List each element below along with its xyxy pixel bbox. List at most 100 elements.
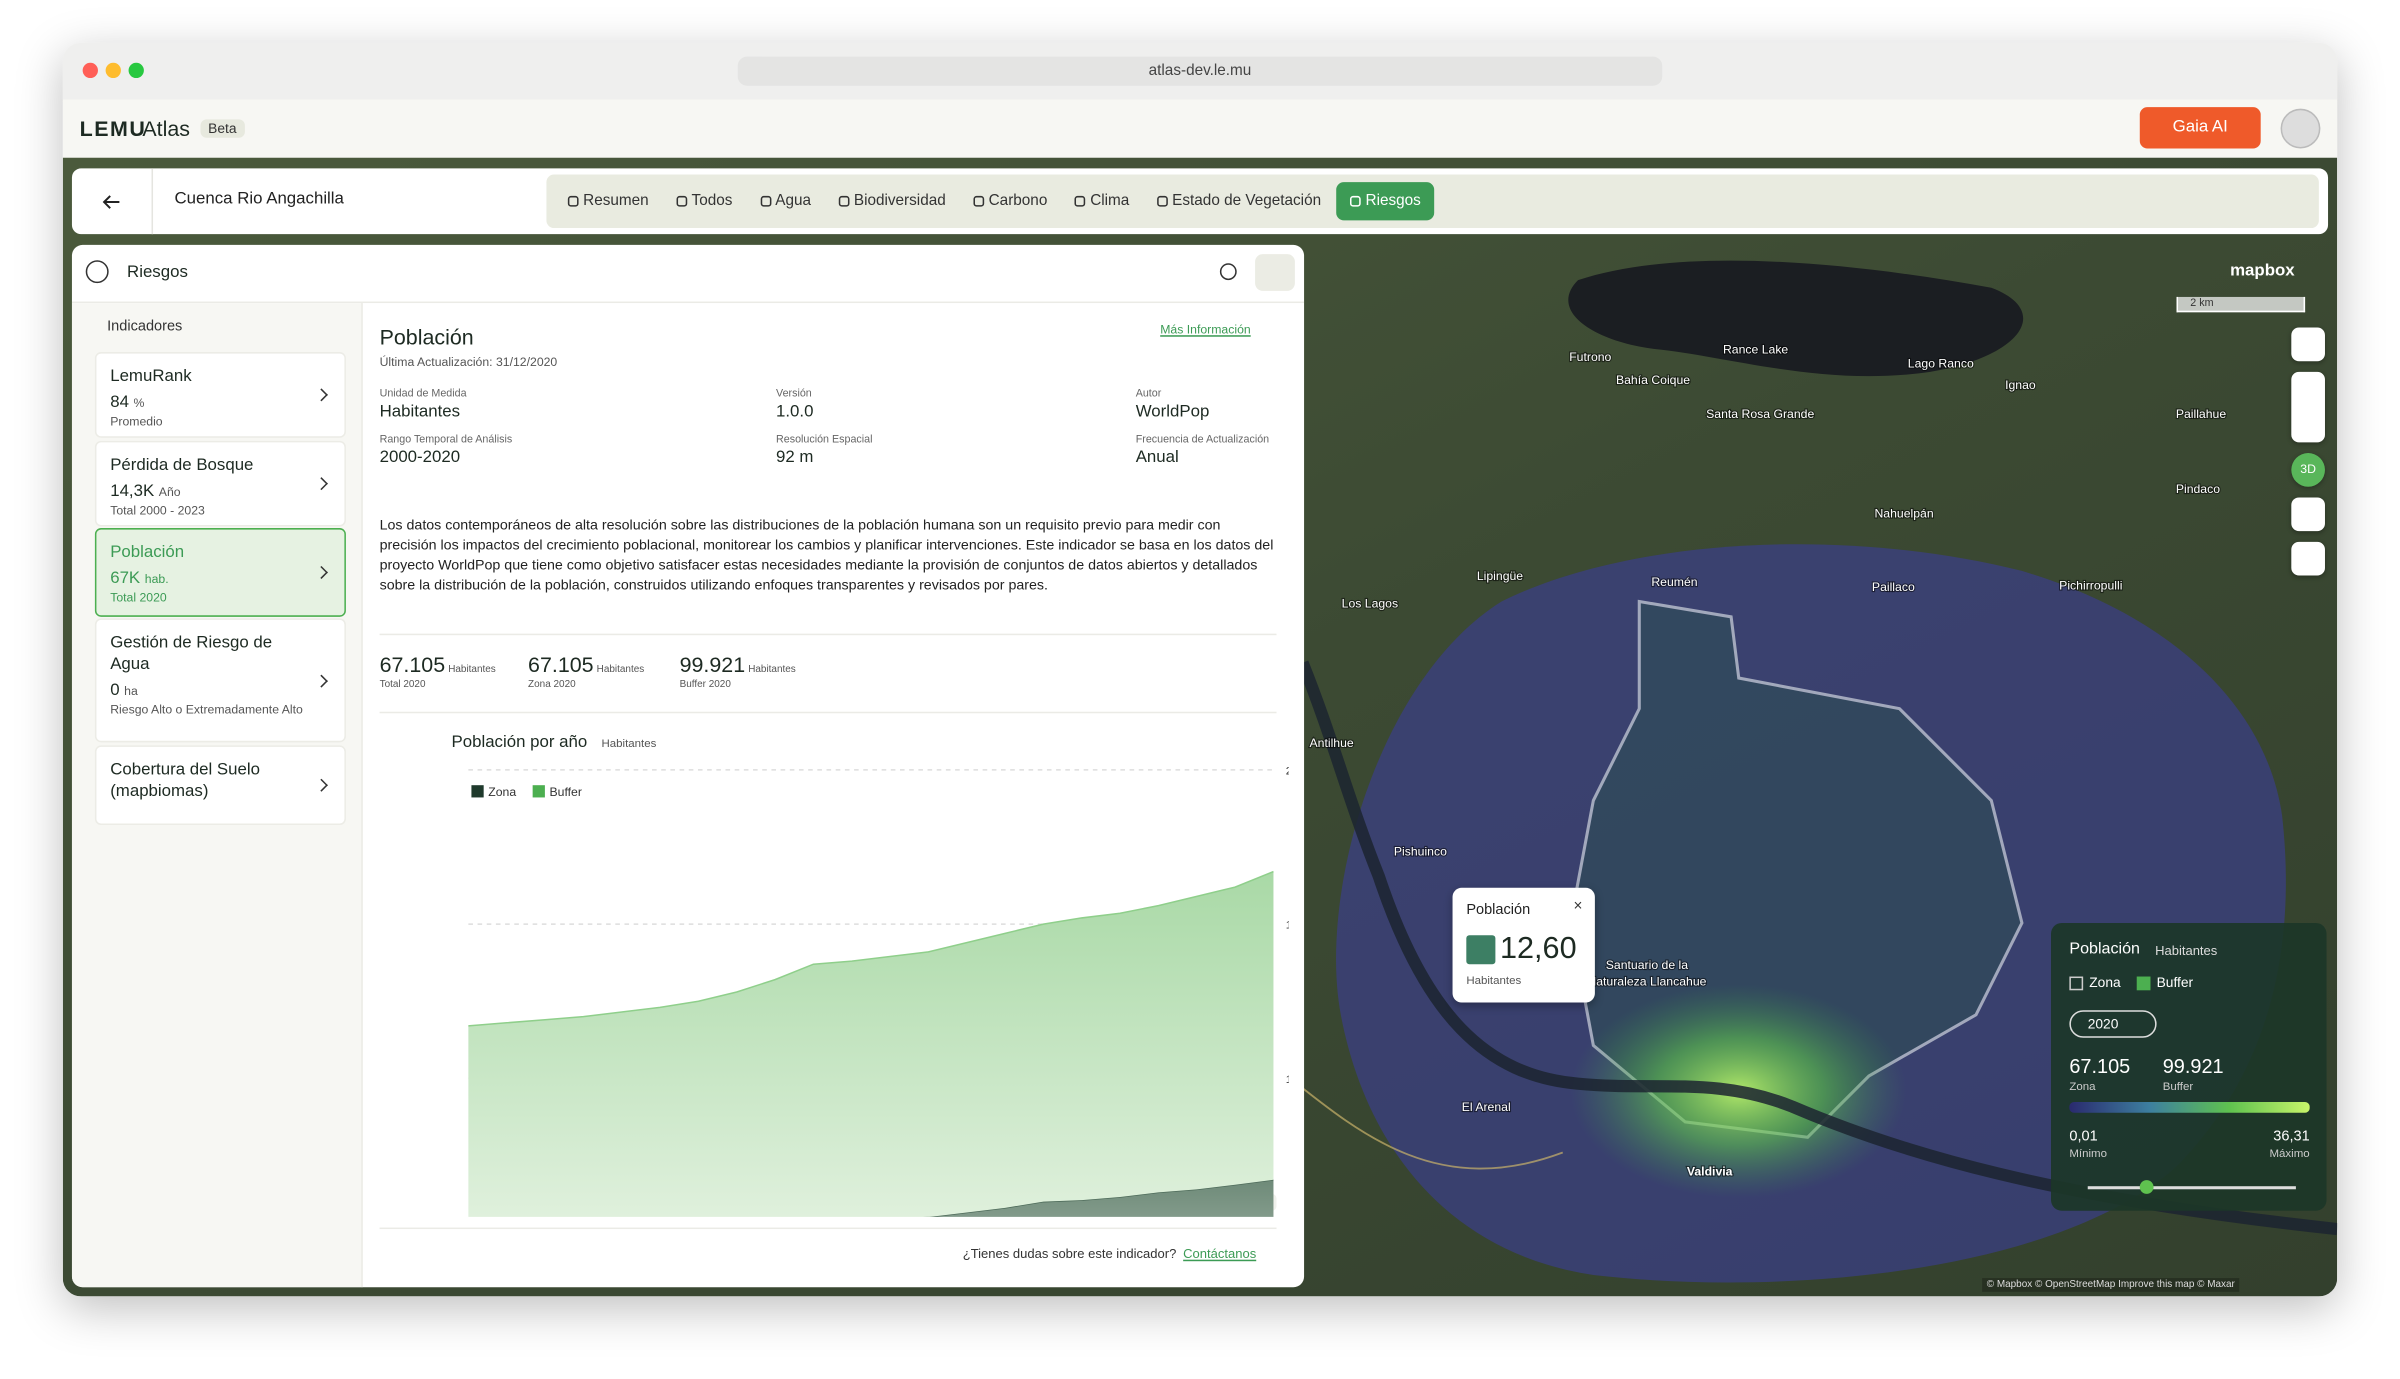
legend-label: Buffer	[549, 785, 581, 799]
stat-unit: Habitantes	[448, 664, 496, 675]
gaia-button[interactable]: Gaia AI	[2139, 107, 2261, 149]
stat: 67.105 Habitantes Total 2020	[380, 652, 496, 690]
color-ramp	[2069, 1102, 2310, 1113]
item-unit: hab.	[144, 572, 169, 587]
stat-value: 67.105	[528, 652, 594, 677]
indicator-item[interactable]: Cobertura del Suelo (mapbiomas)	[94, 745, 346, 825]
more-link[interactable]: Más Información	[1160, 322, 1251, 337]
item-name: LemuRank	[110, 367, 192, 386]
item-note: Total 2020	[110, 590, 167, 605]
legend-swatch[interactable]	[471, 785, 484, 798]
legend-buffer-label: Buffer	[2162, 1079, 2194, 1093]
item-value-row: 14,3K Año	[110, 476, 330, 504]
legend-buffer: Buffer	[2156, 974, 2194, 991]
indicator-item[interactable]: Gestión de Riesgo de Agua 0 ha Riesgo Alto …	[94, 618, 346, 743]
item-note: Total 2000 - 2023	[110, 503, 205, 518]
item-value: 14,3K	[110, 482, 155, 501]
collapse-button[interactable]	[1255, 254, 1295, 291]
meta-value: 92 m	[776, 448, 814, 467]
y-tick-label: 200.000	[1286, 765, 1289, 777]
back-icon	[102, 194, 120, 209]
tab[interactable]: Riesgos	[1336, 182, 1435, 221]
meta-label: Versión	[776, 388, 812, 400]
chevron	[314, 778, 328, 792]
legend-zona-label: Zona	[2069, 1079, 2096, 1093]
url-bar[interactable]: atlas-dev.le.mu	[737, 56, 1663, 86]
legend-swatch[interactable]	[532, 785, 545, 798]
zoom-buttons[interactable]	[2291, 371, 2325, 443]
tab[interactable]: Clima	[1063, 184, 1142, 219]
maximize[interactable]	[128, 62, 144, 79]
buffer-swatch[interactable]	[2136, 976, 2151, 991]
back-button[interactable]	[72, 168, 154, 235]
fullscreen-button[interactable]	[2291, 327, 2325, 362]
scale-bar: 2 km	[2176, 296, 2306, 313]
meta-label: Rango Temporal de Análisis	[379, 434, 513, 446]
popup-value: 12,60	[1499, 932, 1577, 966]
legend-max: 36,31	[2273, 1128, 2310, 1145]
area-line-1	[468, 870, 1274, 1027]
compass-button[interactable]	[2291, 541, 2325, 576]
logo[interactable]: LEMU	[79, 116, 147, 141]
tab[interactable]: Biodiversidad	[826, 184, 958, 219]
close[interactable]	[82, 62, 98, 79]
y-tick-label: 150.000	[1286, 920, 1289, 932]
browser-window: atlas-dev.le.mu LEMU Atlas Beta Gaia AI …	[62, 42, 2338, 1297]
indicator-item[interactable]: Pérdida de Bosque 14,3K Año Total 2000 - 20…	[94, 440, 346, 527]
popup-close[interactable]: ×	[1573, 898, 1583, 916]
indicator-item[interactable]: LemuRank 84% Promedio	[94, 352, 346, 438]
area-0	[930, 1179, 1274, 1217]
meta-value: 1.0.0	[776, 402, 814, 421]
indicator-panel: Riesgos Indicadores LemuRank 84% Promedio P…	[71, 244, 1305, 1288]
meta-value: WorldPop	[1135, 402, 1210, 421]
slider-thumb[interactable]	[2139, 1180, 2154, 1194]
avatar[interactable]	[2280, 108, 2321, 149]
minimize[interactable]	[105, 62, 121, 79]
legend-buffer-value: 99.921	[2162, 1054, 2224, 1078]
app-header: LEMU Atlas Beta Gaia AI	[62, 99, 2338, 158]
map-popup: Población × 12,60 Habitantes	[1452, 887, 1595, 1003]
tab[interactable]: Estado de Vegetación	[1145, 184, 1334, 219]
item-note: Riesgo Alto o Extremadamente Alto	[110, 702, 303, 717]
year-select[interactable]: 2020	[2069, 1010, 2157, 1038]
panel-title: Riesgos	[127, 263, 188, 282]
meta-value: Anual	[1135, 448, 1179, 467]
item-value-row: 84%	[110, 387, 330, 415]
popup-swatch	[1466, 935, 1496, 965]
divider	[379, 633, 1277, 636]
panel-header: Riesgos	[71, 245, 1305, 304]
legend-title: Población	[2069, 939, 2140, 959]
indicator-item[interactable]: Población 67K hab. Total 2020	[94, 528, 346, 617]
item-value: 67K	[110, 569, 141, 588]
item-unit: %	[133, 396, 145, 411]
stat-label: Zona 2020	[528, 679, 576, 691]
locate-button[interactable]	[2291, 497, 2325, 532]
stat-value: 67.105	[379, 652, 446, 677]
meta-label: Frecuencia de Actualización	[1135, 434, 1270, 446]
info-button[interactable]	[1219, 263, 1237, 281]
stat: 99.921 Habitantes Buffer 2020	[680, 652, 796, 690]
legend-label: Zona	[488, 785, 516, 799]
tab[interactable]: Resumen	[556, 184, 661, 219]
tab[interactable]: Agua	[748, 184, 824, 219]
item-unit: Año	[158, 485, 181, 499]
contact-link[interactable]: Contáctanos	[1183, 1245, 1257, 1262]
tab[interactable]: Carbono	[961, 184, 1060, 219]
area-1	[468, 871, 1274, 1217]
area-line-0	[924, 1179, 1274, 1217]
zona-swatch[interactable]	[2069, 976, 2084, 991]
meta-label: Resolución Espacial	[776, 434, 873, 446]
meta-value: 2000-2020	[379, 448, 461, 467]
item-value: 84	[110, 393, 129, 412]
question: ¿Tienes dudas sobre este indicador?	[962, 1245, 1177, 1262]
mapbox-logo: mapbox	[2230, 261, 2295, 281]
opacity-slider[interactable]	[2087, 1186, 2296, 1190]
legend-min: 0,01	[2069, 1128, 2098, 1145]
tab[interactable]: Todos	[664, 184, 745, 219]
population-chart: Población por añoHabitantesZonaBuffer050…	[452, 732, 1289, 1217]
3d-toggle[interactable]: 3D	[2291, 453, 2325, 487]
tab-bar: Resumen Todos Agua Biodiversidad Carbono Clim…	[546, 174, 2319, 229]
divider	[379, 711, 1277, 714]
stat-value: 99.921	[679, 652, 746, 677]
